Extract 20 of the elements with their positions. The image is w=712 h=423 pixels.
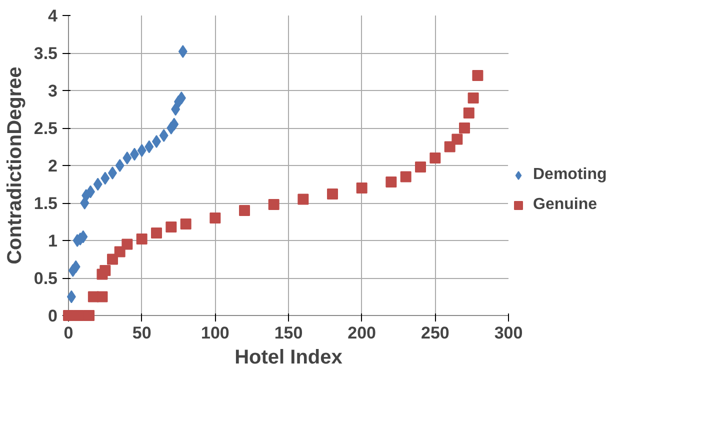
y-tick-label: 1.5	[34, 194, 58, 213]
y-tick-label: 3	[48, 82, 58, 100]
y-tick-label: 1	[48, 232, 58, 250]
y-axis-title: ContradictionDegree	[4, 66, 26, 264]
y-tick-label: 3.5	[34, 44, 58, 63]
x-tick-label: 300	[494, 324, 523, 342]
x-tick-label: 200	[348, 324, 376, 342]
x-tick-label: 100	[200, 324, 230, 342]
x-tick-label: 0	[64, 324, 74, 342]
y-tick-label: 0.5	[34, 269, 58, 288]
x-tick-label: 150	[274, 324, 303, 342]
legend-label: Demoting	[533, 166, 607, 184]
x-tick-label: 250	[420, 324, 450, 342]
x-axis-title: Hotel Index	[234, 346, 342, 368]
legend-label: Genuine	[533, 196, 598, 214]
y-tick-label: 2.5	[34, 119, 58, 138]
x-tick-label: 50	[132, 324, 152, 342]
y-tick-label: 4	[48, 6, 58, 26]
y-tick-label: 2	[48, 156, 58, 176]
y-tick-label: 0	[48, 306, 58, 326]
